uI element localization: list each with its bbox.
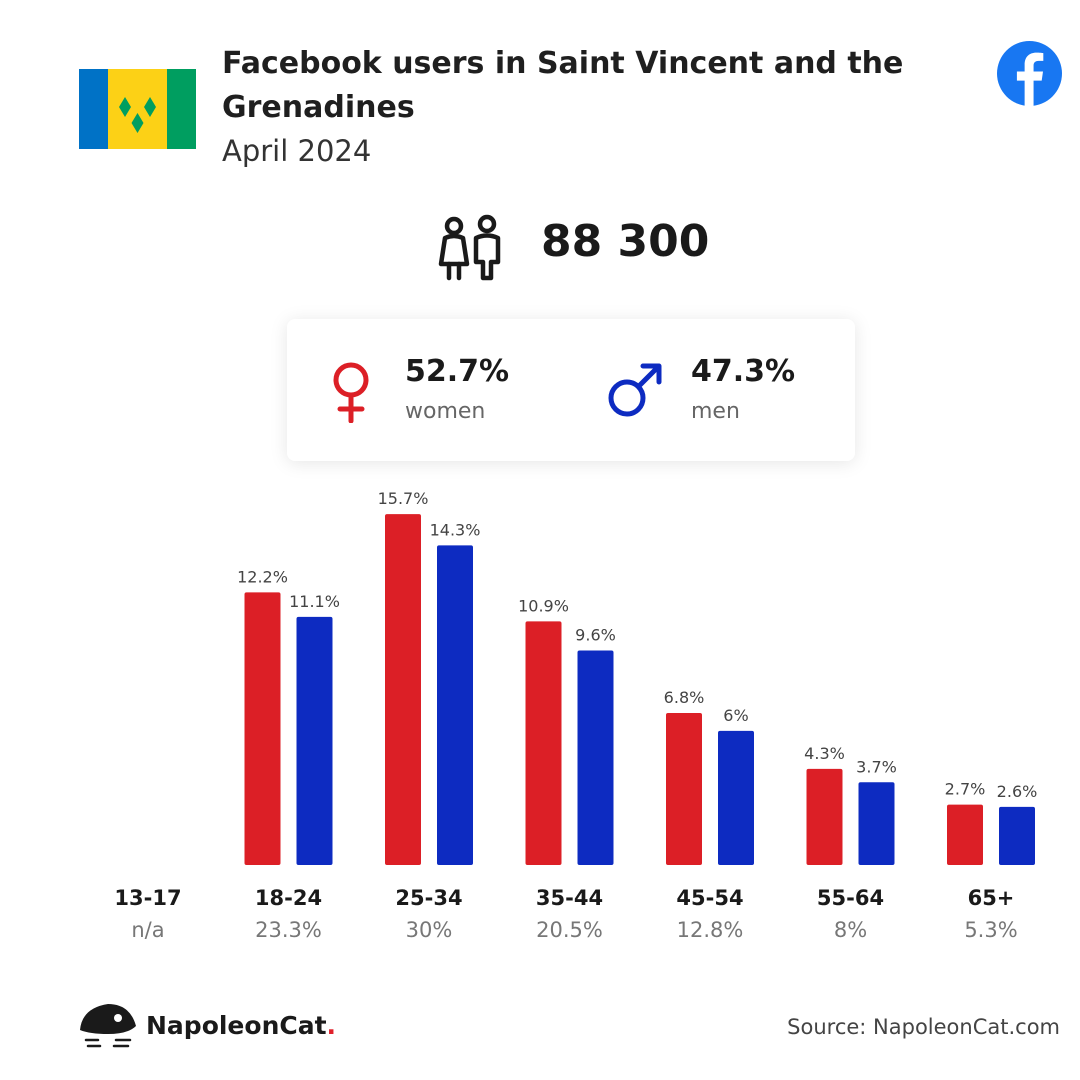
gender-split-card: 52.7% women 47.3% men [287, 319, 855, 461]
bar-women-25-34 [385, 514, 421, 865]
bar-men-35-44 [577, 650, 614, 865]
age-group-label: 35-44 [535, 886, 604, 910]
age-group-label: 45-54 [676, 886, 744, 910]
brand-dot: . [326, 1011, 337, 1040]
men-percentage: 47.3% [691, 354, 796, 389]
men-label: men [691, 399, 740, 424]
data-label-women-35-44: 10.9% [518, 596, 569, 615]
age-group-label: 55-64 [816, 886, 885, 910]
age-group-label: 25-34 [395, 886, 463, 910]
age-group-share: 12.8% [676, 918, 744, 942]
napoleoncat-logo-icon [80, 1004, 136, 1048]
saint-vincent-flag [79, 69, 196, 149]
chart-subtitle: April 2024 [222, 134, 372, 168]
source-note: Source: NapoleonCat.com [787, 1015, 1060, 1039]
bar-men-18-24 [296, 616, 333, 865]
bar-women-35-44 [525, 621, 562, 865]
female-symbol-icon [333, 362, 369, 423]
women-percentage: 52.7% [405, 354, 510, 389]
data-label-women-45-54: 6.8% [664, 688, 705, 707]
data-label-men-25-34: 14.3% [430, 520, 481, 539]
total-users: 88 300 [541, 216, 710, 267]
bar-men-65+ [999, 806, 1035, 865]
bar-men-45-54 [718, 730, 754, 865]
people-icon [438, 214, 501, 281]
age-group-label: 65+ [967, 886, 1015, 910]
data-label-women-65+: 2.7% [945, 780, 986, 799]
bar-men-55-64 [858, 782, 895, 865]
age-group-share: 20.5% [536, 918, 603, 942]
data-label-women-25-34: 15.7% [378, 489, 429, 508]
facebook-logo-icon [997, 41, 1062, 106]
data-label-women-55-64: 4.3% [804, 744, 845, 763]
male-symbol-icon [608, 363, 662, 417]
age-gender-bar-chart: 12.2%11.1% 15.7%14.3% 10.9% 9.6% 6.8% 6% 4.3% 3… [237, 489, 1038, 865]
chart-title: Facebook users in Saint Vincent and the … [222, 46, 904, 125]
brand-name: NapoleonCat. [146, 1009, 336, 1043]
bar-men-25-34 [437, 545, 473, 865]
data-label-men-18-24: 11.1% [289, 592, 340, 611]
data-label-men-45-54: 6% [723, 706, 748, 725]
data-label-men-65+: 2.6% [997, 782, 1038, 801]
age-group-label: 13-17 [114, 886, 182, 910]
bar-women-65+ [947, 804, 983, 865]
bar-women-55-64 [806, 768, 843, 865]
age-group-share: 30% [405, 918, 453, 942]
age-group-label: 18-24 [254, 886, 323, 910]
brand-name-text: NapoleonCat [146, 1011, 327, 1040]
age-group-share: 23.3% [255, 918, 322, 942]
age-group-share: 8% [833, 918, 868, 942]
data-label-men-55-64: 3.7% [856, 757, 897, 776]
age-group-share: 5.3% [964, 918, 1018, 942]
data-label-women-18-24: 12.2% [237, 567, 288, 586]
women-label: women [405, 399, 486, 424]
age-group-share: n/a [131, 918, 165, 942]
bar-women-45-54 [666, 713, 702, 865]
bar-women-18-24 [244, 592, 281, 865]
data-label-men-35-44: 9.6% [575, 625, 616, 644]
